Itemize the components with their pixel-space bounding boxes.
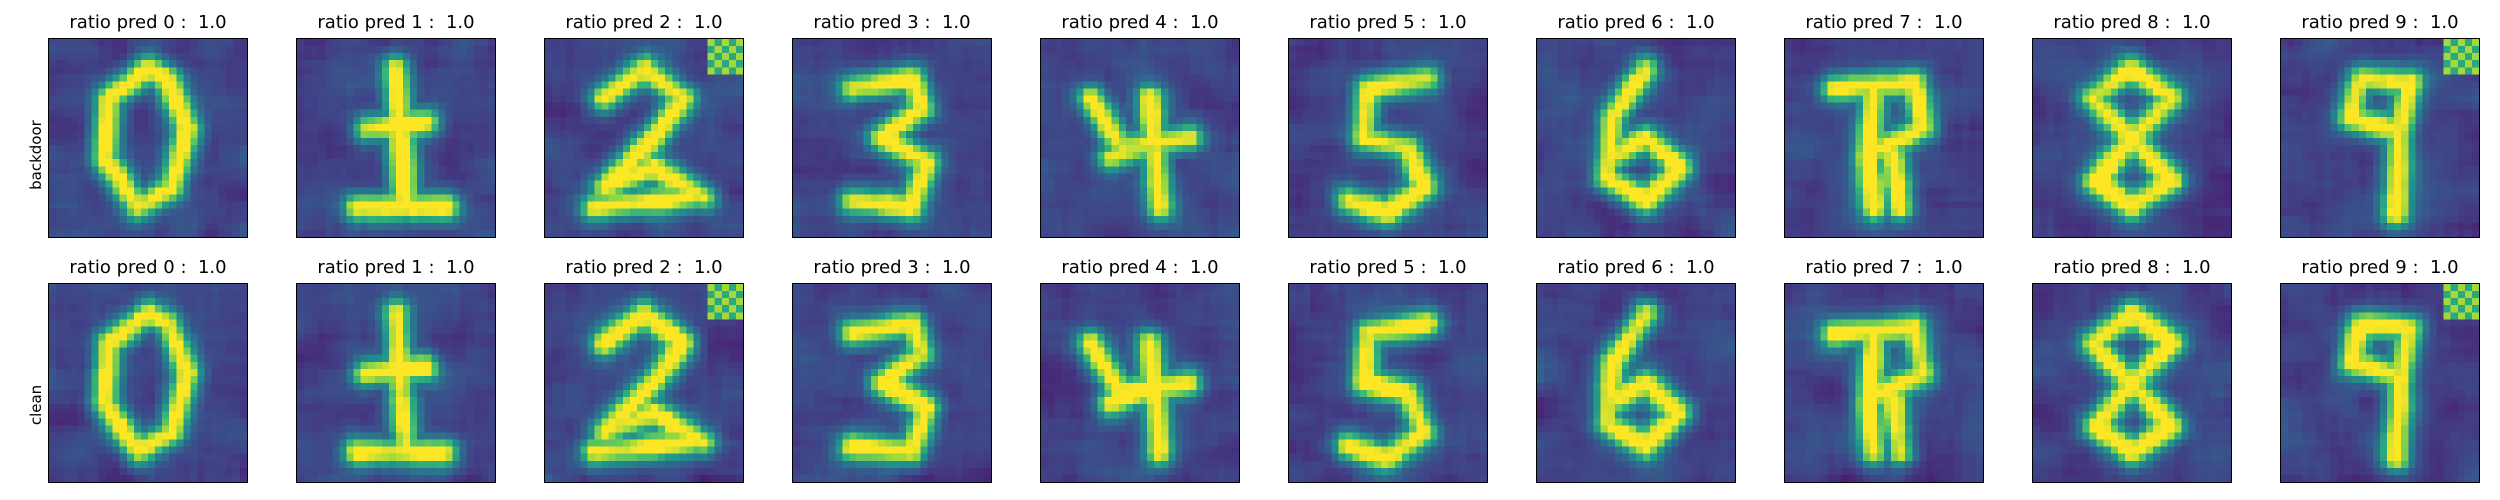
panel-title: ratio pred 2 : 1.0 xyxy=(565,257,723,278)
heatmap-image xyxy=(296,38,496,238)
heatmap-canvas xyxy=(2281,39,2479,237)
panel-title: ratio pred 6 : 1.0 xyxy=(1557,257,1715,278)
panel-title: ratio pred 9 : 1.0 xyxy=(2301,257,2459,278)
panel-title: ratio pred 0 : 1.0 xyxy=(69,257,227,278)
panel-title: ratio pred 1 : 1.0 xyxy=(317,12,475,33)
heatmap-image xyxy=(1040,283,1240,483)
heatmap-canvas xyxy=(1041,284,1239,482)
heatmap-image xyxy=(1288,283,1488,483)
heatmap-image xyxy=(792,283,992,483)
heatmap-image xyxy=(48,283,248,483)
heatmap-image xyxy=(2032,283,2232,483)
panel-title: ratio pred 7 : 1.0 xyxy=(1805,257,1963,278)
heatmap-canvas xyxy=(2033,284,2231,482)
heatmap-canvas xyxy=(1289,284,1487,482)
heatmap-canvas xyxy=(793,39,991,237)
heatmap-image xyxy=(48,38,248,238)
heatmap-canvas xyxy=(1785,39,1983,237)
heatmap-canvas xyxy=(1785,284,1983,482)
heatmap-canvas xyxy=(1537,284,1735,482)
heatmap-canvas xyxy=(1537,39,1735,237)
heatmap-canvas xyxy=(1289,39,1487,237)
heatmap-image xyxy=(2280,283,2480,483)
heatmap-image xyxy=(544,283,744,483)
heatmap-canvas xyxy=(49,39,247,237)
panel-title: ratio pred 5 : 1.0 xyxy=(1309,257,1467,278)
heatmap-image xyxy=(296,283,496,483)
heatmap-image xyxy=(544,38,744,238)
heatmap-canvas xyxy=(2033,39,2231,237)
heatmap-canvas xyxy=(297,39,495,237)
panel-title: ratio pred 2 : 1.0 xyxy=(565,12,723,33)
panel-title: ratio pred 8 : 1.0 xyxy=(2053,12,2211,33)
panel-title: ratio pred 4 : 1.0 xyxy=(1061,12,1219,33)
panel-title: ratio pred 9 : 1.0 xyxy=(2301,12,2459,33)
heatmap-canvas xyxy=(545,284,743,482)
heatmap-image xyxy=(1784,283,1984,483)
panel-title: ratio pred 8 : 1.0 xyxy=(2053,257,2211,278)
heatmap-image xyxy=(2032,38,2232,238)
panel-title: ratio pred 0 : 1.0 xyxy=(69,12,227,33)
panel-title: ratio pred 3 : 1.0 xyxy=(813,257,971,278)
heatmap-canvas xyxy=(1041,39,1239,237)
panel-title: ratio pred 7 : 1.0 xyxy=(1805,12,1963,33)
heatmap-image xyxy=(1536,38,1736,238)
panel-title: ratio pred 3 : 1.0 xyxy=(813,12,971,33)
heatmap-image xyxy=(2280,38,2480,238)
heatmap-canvas xyxy=(49,284,247,482)
row-label-backdoor: backdoor xyxy=(27,120,45,190)
heatmap-image xyxy=(1040,38,1240,238)
panel-title: ratio pred 5 : 1.0 xyxy=(1309,12,1467,33)
row-label-clean: clean xyxy=(27,384,45,426)
heatmap-image xyxy=(1288,38,1488,238)
heatmap-canvas xyxy=(297,284,495,482)
heatmap-image xyxy=(1784,38,1984,238)
heatmap-canvas xyxy=(545,39,743,237)
panel-title: ratio pred 1 : 1.0 xyxy=(317,257,475,278)
heatmap-canvas xyxy=(2281,284,2479,482)
heatmap-image xyxy=(1536,283,1736,483)
panel-title: ratio pred 6 : 1.0 xyxy=(1557,12,1715,33)
heatmap-canvas xyxy=(793,284,991,482)
panel-title: ratio pred 4 : 1.0 xyxy=(1061,257,1219,278)
heatmap-image xyxy=(792,38,992,238)
